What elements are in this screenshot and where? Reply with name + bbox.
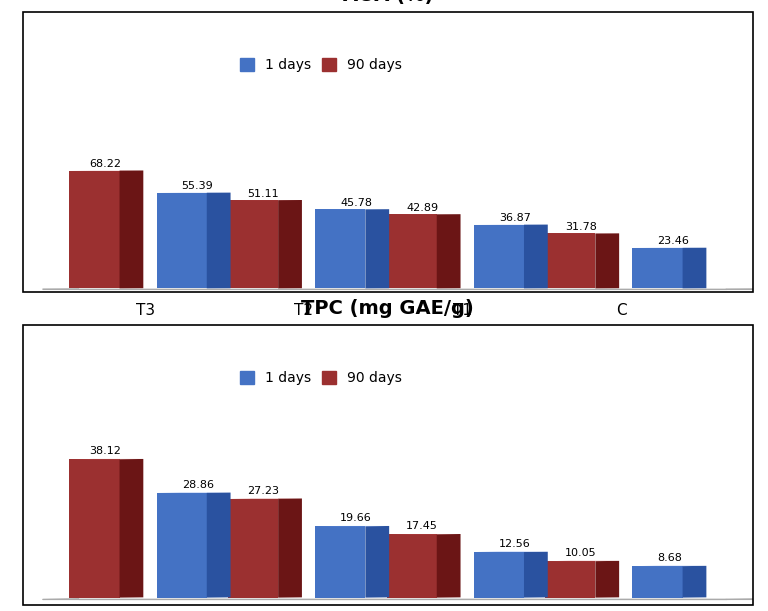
Polygon shape	[228, 200, 278, 288]
Polygon shape	[366, 209, 389, 288]
Polygon shape	[207, 492, 230, 598]
Text: 8.68: 8.68	[657, 553, 682, 563]
Polygon shape	[69, 459, 120, 598]
Legend: 1 days, 90 days: 1 days, 90 days	[234, 53, 408, 78]
Title: AOA (%): AOA (%)	[343, 0, 433, 5]
Polygon shape	[545, 233, 595, 288]
Text: 38.12: 38.12	[89, 446, 121, 456]
Polygon shape	[632, 566, 683, 598]
Polygon shape	[315, 210, 366, 288]
Title: TPC (mg GAE/g): TPC (mg GAE/g)	[302, 299, 474, 318]
Polygon shape	[120, 459, 144, 598]
Polygon shape	[278, 499, 302, 598]
Polygon shape	[228, 499, 278, 598]
Polygon shape	[474, 225, 524, 288]
Text: 12.56: 12.56	[499, 539, 531, 549]
Text: 28.86: 28.86	[182, 480, 214, 490]
Text: 51.11: 51.11	[247, 189, 280, 199]
Polygon shape	[278, 200, 302, 288]
Text: 36.87: 36.87	[499, 213, 531, 224]
Text: 19.66: 19.66	[340, 513, 372, 524]
Text: 42.89: 42.89	[406, 203, 439, 213]
Text: 17.45: 17.45	[406, 521, 438, 531]
Polygon shape	[437, 534, 461, 598]
Polygon shape	[683, 247, 707, 288]
Polygon shape	[157, 192, 207, 288]
Polygon shape	[545, 561, 595, 598]
Text: 23.46: 23.46	[657, 236, 690, 246]
Text: 68.22: 68.22	[89, 159, 121, 169]
Polygon shape	[437, 214, 461, 288]
Text: 55.39: 55.39	[182, 181, 214, 191]
Polygon shape	[524, 225, 548, 288]
Text: 31.78: 31.78	[564, 222, 597, 232]
Polygon shape	[366, 526, 389, 598]
Polygon shape	[524, 552, 548, 598]
Polygon shape	[157, 493, 207, 598]
Polygon shape	[386, 214, 437, 288]
Bar	[23, 325, 753, 605]
Text: 10.05: 10.05	[564, 548, 597, 558]
Polygon shape	[69, 170, 120, 288]
Polygon shape	[595, 233, 619, 288]
Polygon shape	[315, 526, 366, 598]
Polygon shape	[595, 561, 619, 598]
Legend: 1 days, 90 days: 1 days, 90 days	[234, 366, 408, 391]
Polygon shape	[683, 566, 707, 598]
Bar	[23, 12, 753, 292]
Polygon shape	[120, 170, 144, 288]
Polygon shape	[474, 552, 524, 598]
Text: 45.78: 45.78	[340, 198, 372, 208]
Polygon shape	[386, 534, 437, 598]
Polygon shape	[207, 192, 230, 288]
Polygon shape	[632, 248, 683, 288]
Text: 27.23: 27.23	[247, 486, 280, 496]
